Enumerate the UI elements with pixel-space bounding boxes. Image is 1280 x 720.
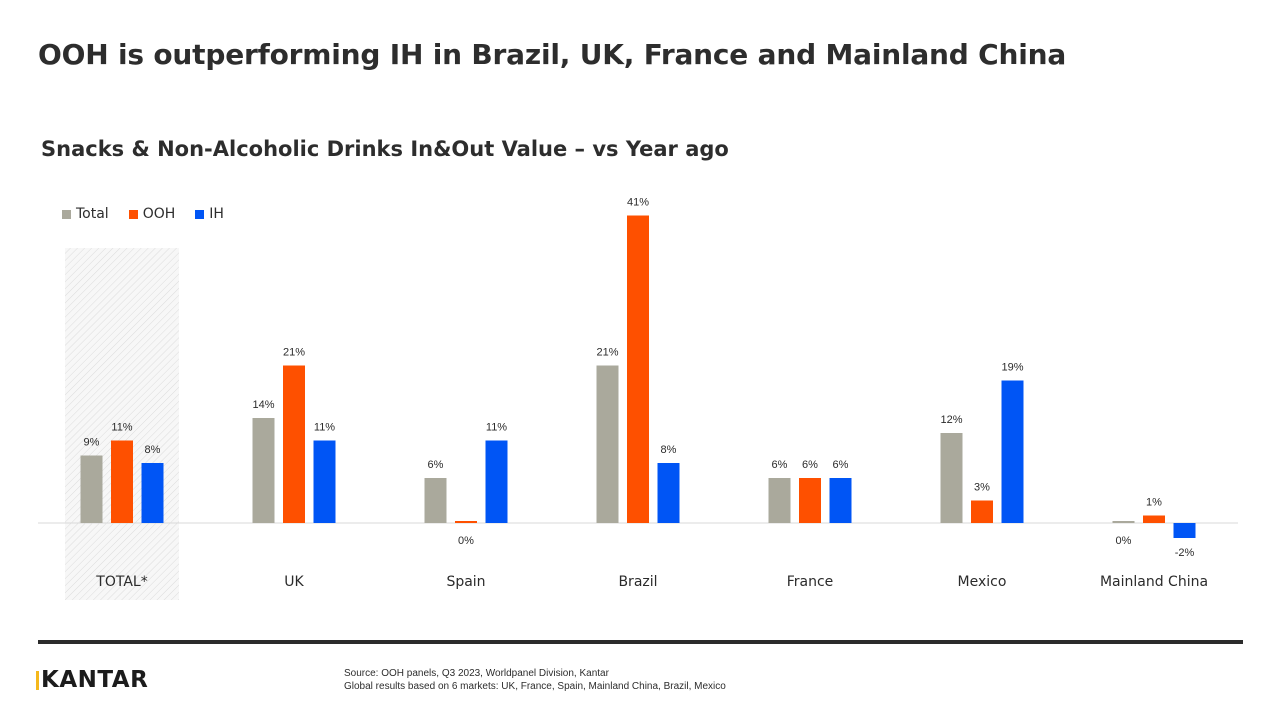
data-label-ooh-france: 6%: [802, 459, 818, 471]
category-label-brazil: Brazil: [618, 574, 657, 590]
bar-total-spain: [424, 478, 447, 523]
bar-total-uk: [252, 418, 275, 523]
bar-total-total: [80, 455, 103, 523]
category-label-mexico: Mexico: [958, 574, 1007, 590]
bar-ooh-total: [111, 440, 133, 523]
source-line-1: Source: OOH panels, Q3 2023, Worldpanel …: [344, 668, 609, 679]
data-label-total-uk: 14%: [252, 399, 274, 411]
data-label-ooh-uk: 21%: [283, 347, 305, 359]
data-label-ih-mainland-china: -2%: [1175, 547, 1195, 559]
data-label-ooh-brazil: 41%: [627, 197, 649, 209]
bar-ih-mainland-china: [1173, 523, 1196, 538]
bar-ooh-mexico: [971, 500, 993, 523]
chart-legend: Total OOH IH: [62, 206, 224, 222]
data-label-total-france: 6%: [772, 459, 788, 471]
bar-ih-uk: [313, 440, 336, 523]
data-label-ooh-mexico: 3%: [974, 482, 990, 494]
bar-ooh-mainland-china: [1143, 515, 1165, 523]
legend-item-ooh: OOH: [128, 206, 176, 222]
data-label-ih-total: 8%: [145, 444, 161, 456]
category-label-mainland-china: Mainland China: [1100, 574, 1208, 590]
legend-label-ooh: OOH: [142, 206, 176, 222]
data-label-ooh-total: 11%: [111, 422, 132, 434]
chart-subtitle: Snacks & Non-Alcoholic Drinks In&Out Val…: [41, 137, 729, 161]
legend-swatch-total: [62, 209, 71, 219]
kantar-logo: KANTAR: [36, 667, 148, 693]
data-label-total-brazil: 21%: [596, 347, 618, 359]
bar-total-mainland-china: [1112, 521, 1135, 523]
category-label-france: France: [787, 574, 834, 590]
data-label-ih-spain: 11%: [486, 422, 507, 434]
logo-text: KANTAR: [41, 667, 149, 693]
source-note: Source: OOH panels, Q3 2023, Worldpanel …: [344, 667, 726, 693]
data-label-total-total: 9%: [84, 437, 100, 449]
legend-swatch-ih: [195, 209, 205, 219]
data-label-total-mainland-china: 0%: [1116, 535, 1132, 547]
footer-divider: [38, 640, 1243, 644]
legend-item-ih: IH: [195, 206, 224, 222]
bar-ih-spain: [485, 440, 508, 523]
data-label-ooh-spain: 0%: [458, 535, 474, 547]
logo-accent-bar: [36, 670, 39, 690]
bar-total-brazil: [596, 365, 619, 523]
legend-label-total: Total: [76, 206, 109, 222]
bar-ooh-spain: [455, 521, 477, 523]
bar-ih-total: [141, 463, 164, 523]
category-label-spain: Spain: [446, 574, 485, 590]
legend-swatch-ooh: [128, 209, 138, 219]
category-label-uk: UK: [284, 574, 304, 590]
legend-item-total: Total: [62, 206, 109, 222]
source-line-2: Global results based on 6 markets: UK, F…: [344, 681, 726, 692]
data-label-ooh-mainland-china: 1%: [1146, 497, 1162, 509]
legend-label-ih: IH: [209, 206, 224, 222]
category-label-total: TOTAL*: [95, 574, 147, 590]
bar-ih-brazil: [657, 463, 680, 523]
bar-ih-mexico: [1001, 380, 1024, 523]
data-label-total-mexico: 12%: [940, 414, 962, 426]
data-label-ih-brazil: 8%: [661, 444, 677, 456]
bar-ooh-brazil: [627, 215, 649, 523]
page-title: OOH is outperforming IH in Brazil, UK, F…: [38, 38, 1067, 71]
data-label-ih-uk: 11%: [314, 422, 335, 434]
data-label-ih-mexico: 19%: [1001, 362, 1023, 374]
bar-total-france: [768, 478, 791, 523]
bar-ih-france: [829, 478, 852, 523]
bar-ooh-uk: [283, 365, 305, 523]
data-label-ih-france: 6%: [833, 459, 849, 471]
bar-total-mexico: [940, 433, 963, 523]
highlight-total: [65, 248, 179, 600]
data-label-total-spain: 6%: [428, 459, 444, 471]
bar-ooh-france: [799, 478, 821, 523]
